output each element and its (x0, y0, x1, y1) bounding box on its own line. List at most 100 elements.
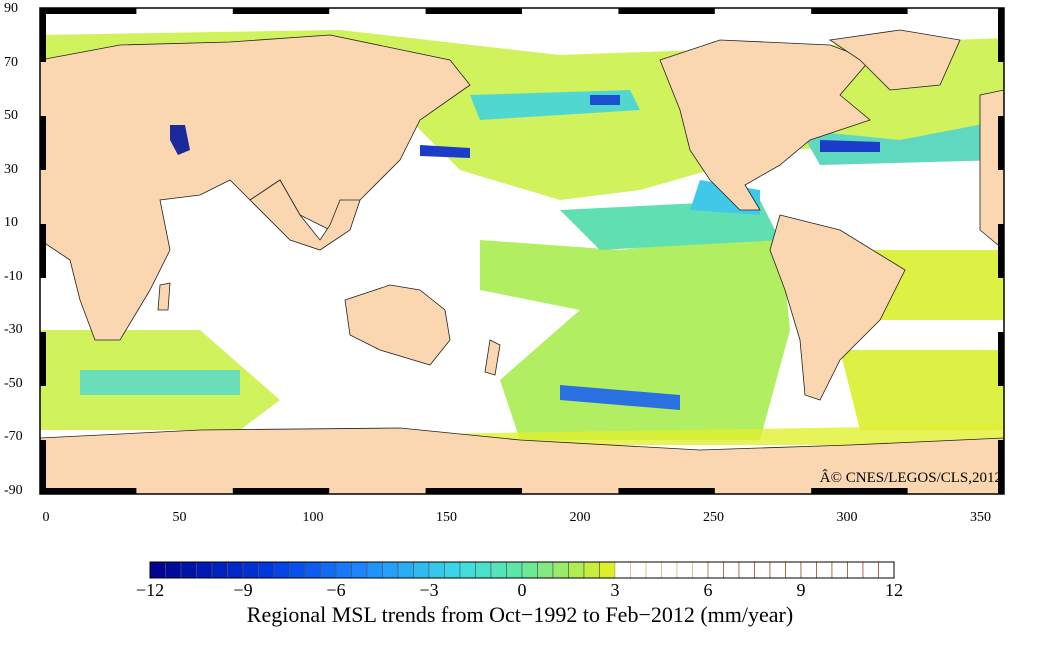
longitude-tick-label: 200 (569, 510, 591, 525)
longitude-tick-label: 150 (436, 510, 457, 525)
colorbar-cell (831, 561, 848, 579)
longitude-tick-label: 250 (703, 510, 724, 525)
border-segment (811, 488, 908, 494)
colorbar-cell (149, 561, 166, 579)
border-segment (425, 8, 522, 14)
colorbar-tick-label: −12 (135, 580, 165, 600)
colorbar-tick-label: 12 (885, 580, 903, 600)
colorbar-cell (180, 561, 197, 579)
colorbar-tick-label: −6 (326, 580, 346, 600)
colorbar-cell (847, 561, 864, 579)
colorbar-cell (800, 561, 817, 579)
longitude-tick-label: 350 (970, 510, 991, 525)
colorbar-cell (242, 561, 259, 579)
colorbar-cell (583, 561, 600, 579)
colorbar-cell (692, 561, 709, 579)
border-segment (40, 8, 46, 62)
colorbar-cell (614, 561, 631, 579)
latitude-tick-label: 90 (4, 1, 18, 16)
colorbar-cell (661, 561, 678, 579)
colorbar-cell (521, 561, 538, 579)
colorbar-cell (475, 561, 492, 579)
colorbar-frame (149, 561, 895, 579)
colorbar-cell (413, 561, 430, 579)
latitude-tick-label: 50 (4, 108, 18, 123)
map-border (40, 8, 1004, 494)
colorbar-cell (289, 561, 306, 579)
colorbar-cell (273, 561, 290, 579)
longitude-tick-label: 50 (172, 510, 187, 525)
border-segment (40, 440, 46, 494)
latitude-tick-label: -10 (4, 268, 23, 284)
border-segment (232, 8, 330, 14)
border-segment (998, 440, 1004, 494)
latitude-tick-label: 70 (4, 54, 18, 70)
colorbar-cell (351, 561, 368, 579)
colorbar-cell (211, 561, 228, 579)
colorbar-cell (645, 561, 662, 579)
colorbar-tick-label: 0 (517, 580, 527, 600)
colorbar-cell (707, 561, 724, 579)
colorbar-cell (366, 561, 383, 579)
map-title: Regional MSL trends from Oct−1992 to Feb… (246, 602, 794, 627)
border-segment (40, 8, 137, 14)
latitude-tick-label: 10 (4, 215, 18, 230)
colorbar-cell (599, 561, 616, 579)
latitude-tick-label: -90 (4, 482, 23, 498)
colorbar-cell (552, 561, 569, 579)
longitude-tick-label: 300 (836, 510, 858, 525)
border-segment (811, 8, 908, 14)
colorbar-cell (490, 561, 507, 579)
colorbar-cell (738, 561, 755, 579)
border-segment (232, 488, 330, 494)
colorbar-cell (444, 561, 461, 579)
border-segment (618, 488, 715, 494)
colorbar-tick-label: −9 (233, 580, 253, 600)
colorbar-cell (862, 561, 879, 579)
colorbar-cell (459, 561, 476, 579)
border-segment (998, 8, 1004, 62)
caspian-sea (170, 125, 190, 155)
longitude-tick-label: 100 (302, 510, 324, 525)
border-segment (425, 488, 522, 494)
border-segment (998, 332, 1004, 386)
land (40, 29, 1004, 494)
colorbar-cell (258, 561, 275, 579)
colorbar-cell (506, 561, 523, 579)
colorbar-cell (320, 561, 337, 579)
copyright-text: Â© CNES/LEGOS/CLS,2012 (819, 470, 1002, 486)
colorbar-cell (878, 561, 895, 579)
longitude-tick-label: 0 (42, 510, 50, 525)
colorbar-tick-label: 3 (610, 580, 620, 600)
colorbar-cell (304, 561, 321, 579)
border-segment (998, 224, 1004, 278)
colorbar-cell (630, 561, 647, 579)
colorbar (149, 561, 895, 579)
border-segment (40, 488, 137, 494)
border-segment (40, 116, 46, 170)
border-segment (40, 224, 46, 278)
colorbar-cell (196, 561, 213, 579)
latitude-tick-label: -50 (4, 375, 23, 391)
border-segment (618, 8, 715, 14)
colorbar-cell (428, 561, 445, 579)
colorbar-cell (537, 561, 554, 579)
colorbar-cell (397, 561, 414, 579)
colorbar-cell (676, 561, 693, 579)
colorbar-cell (227, 561, 244, 579)
colorbar-cell (754, 561, 771, 579)
colorbar-cell (382, 561, 399, 579)
colorbar-cell (785, 561, 802, 579)
colorbar-cell (816, 561, 833, 579)
colorbar-cell (165, 561, 182, 579)
colorbar-tick-label: 9 (796, 580, 806, 600)
border-segment (998, 116, 1004, 170)
colorbar-cell (723, 561, 740, 579)
colorbar-cell (568, 561, 585, 579)
colorbar-tick-label: 6 (703, 580, 713, 600)
colorbar-tick-label: −3 (419, 580, 439, 600)
latitude-tick-label: 30 (4, 161, 18, 177)
colorbar-cell (335, 561, 352, 579)
colorbar-cell (769, 561, 786, 579)
